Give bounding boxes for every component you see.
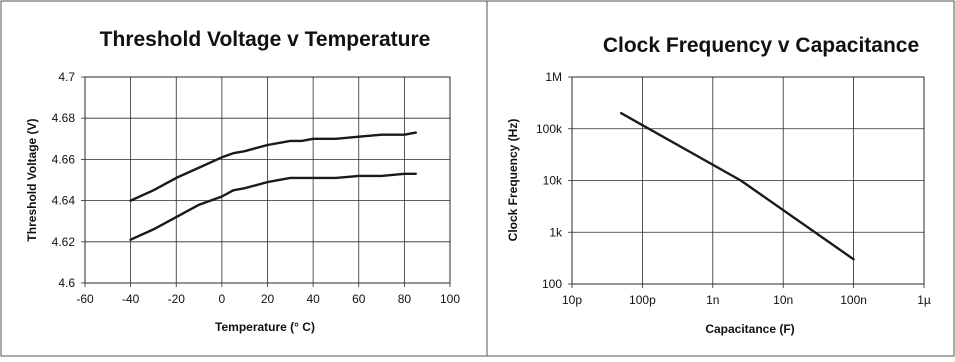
- chart-1-x-tick-label: 60: [352, 292, 366, 306]
- chart-1-x-axis-label: Temperature (° C): [215, 320, 315, 334]
- chart-1-x-tick-label: -60: [76, 292, 94, 306]
- chart-2-y-tick-label: 10k: [543, 174, 563, 188]
- chart-1-x-tick-label: -40: [122, 292, 140, 306]
- chart-2-x-tick-label: 1n: [706, 293, 719, 307]
- chart-1-y-tick-label: 4.66: [52, 152, 76, 166]
- chart-2-title: Clock Frequency v Capacitance: [603, 34, 919, 57]
- chart-1-series-line-1: [129, 131, 417, 202]
- chart-1-x-tick-label: 0: [219, 292, 226, 306]
- chart-1-title: Threshold Voltage v Temperature: [100, 28, 431, 51]
- chart-1-x-tick-label: 20: [261, 292, 275, 306]
- chart-1-y-tick-label: 4.6: [58, 276, 75, 290]
- chart-1-series: [129, 131, 417, 241]
- chart-1-x-tick-label: -20: [168, 292, 186, 306]
- chart-1-x-tick-label: 40: [306, 292, 320, 306]
- chart-2-y-axis-label: Clock Frequency (Hz): [506, 119, 520, 242]
- chart-2-y-tick-label: 100: [542, 277, 562, 291]
- chart-1-y-tick-label: 4.64: [52, 194, 76, 208]
- chart-2-x-tick-label: 10p: [562, 293, 582, 307]
- chart-1-y-tick-label: 4.7: [58, 70, 75, 84]
- chart-2-y-tick-label: 1k: [549, 225, 563, 239]
- chart-2-series-line-1: [620, 111, 855, 261]
- chart-threshold-voltage: Threshold Voltage v Temperature Temperat…: [25, 28, 460, 334]
- chart-1-grid: [84, 76, 451, 284]
- chart-2-x-tick-label: 10n: [773, 293, 793, 307]
- chart-2-x-tick-label: 100p: [629, 293, 656, 307]
- chart-2-x-tick-label: 100n: [840, 293, 867, 307]
- chart-1-y-tick-label: 4.68: [52, 111, 76, 125]
- chart-1-ticks: -60 -40 -20 0 20 40 60 80 100 4.6 4.62 4.64 4.66 4.68…: [52, 70, 461, 306]
- chart-1-y-tick-label: 4.62: [52, 235, 76, 249]
- chart-clock-frequency: Clock Frequency v Capacitance Capacitanc…: [506, 34, 931, 336]
- chart-1-series-line-2: [129, 172, 417, 241]
- chart-1-x-tick-label: 80: [398, 292, 412, 306]
- chart-1-y-axis-label: Threshold Voltage (V): [25, 118, 39, 241]
- chart-2-x-tick-label: 1µ: [917, 293, 931, 307]
- chart-1-x-tick-label: 100: [440, 292, 460, 306]
- chart-2-y-tick-label: 100k: [536, 122, 563, 136]
- chart-2-series: [620, 111, 855, 261]
- chart-2-ticks: 10p 100p 1n 10n 100n 1µ 100 1k 10k 100k 1M: [536, 70, 931, 307]
- chart-2-y-tick-label: 1M: [545, 70, 562, 84]
- chart-2-x-axis-label: Capacitance (F): [705, 322, 794, 336]
